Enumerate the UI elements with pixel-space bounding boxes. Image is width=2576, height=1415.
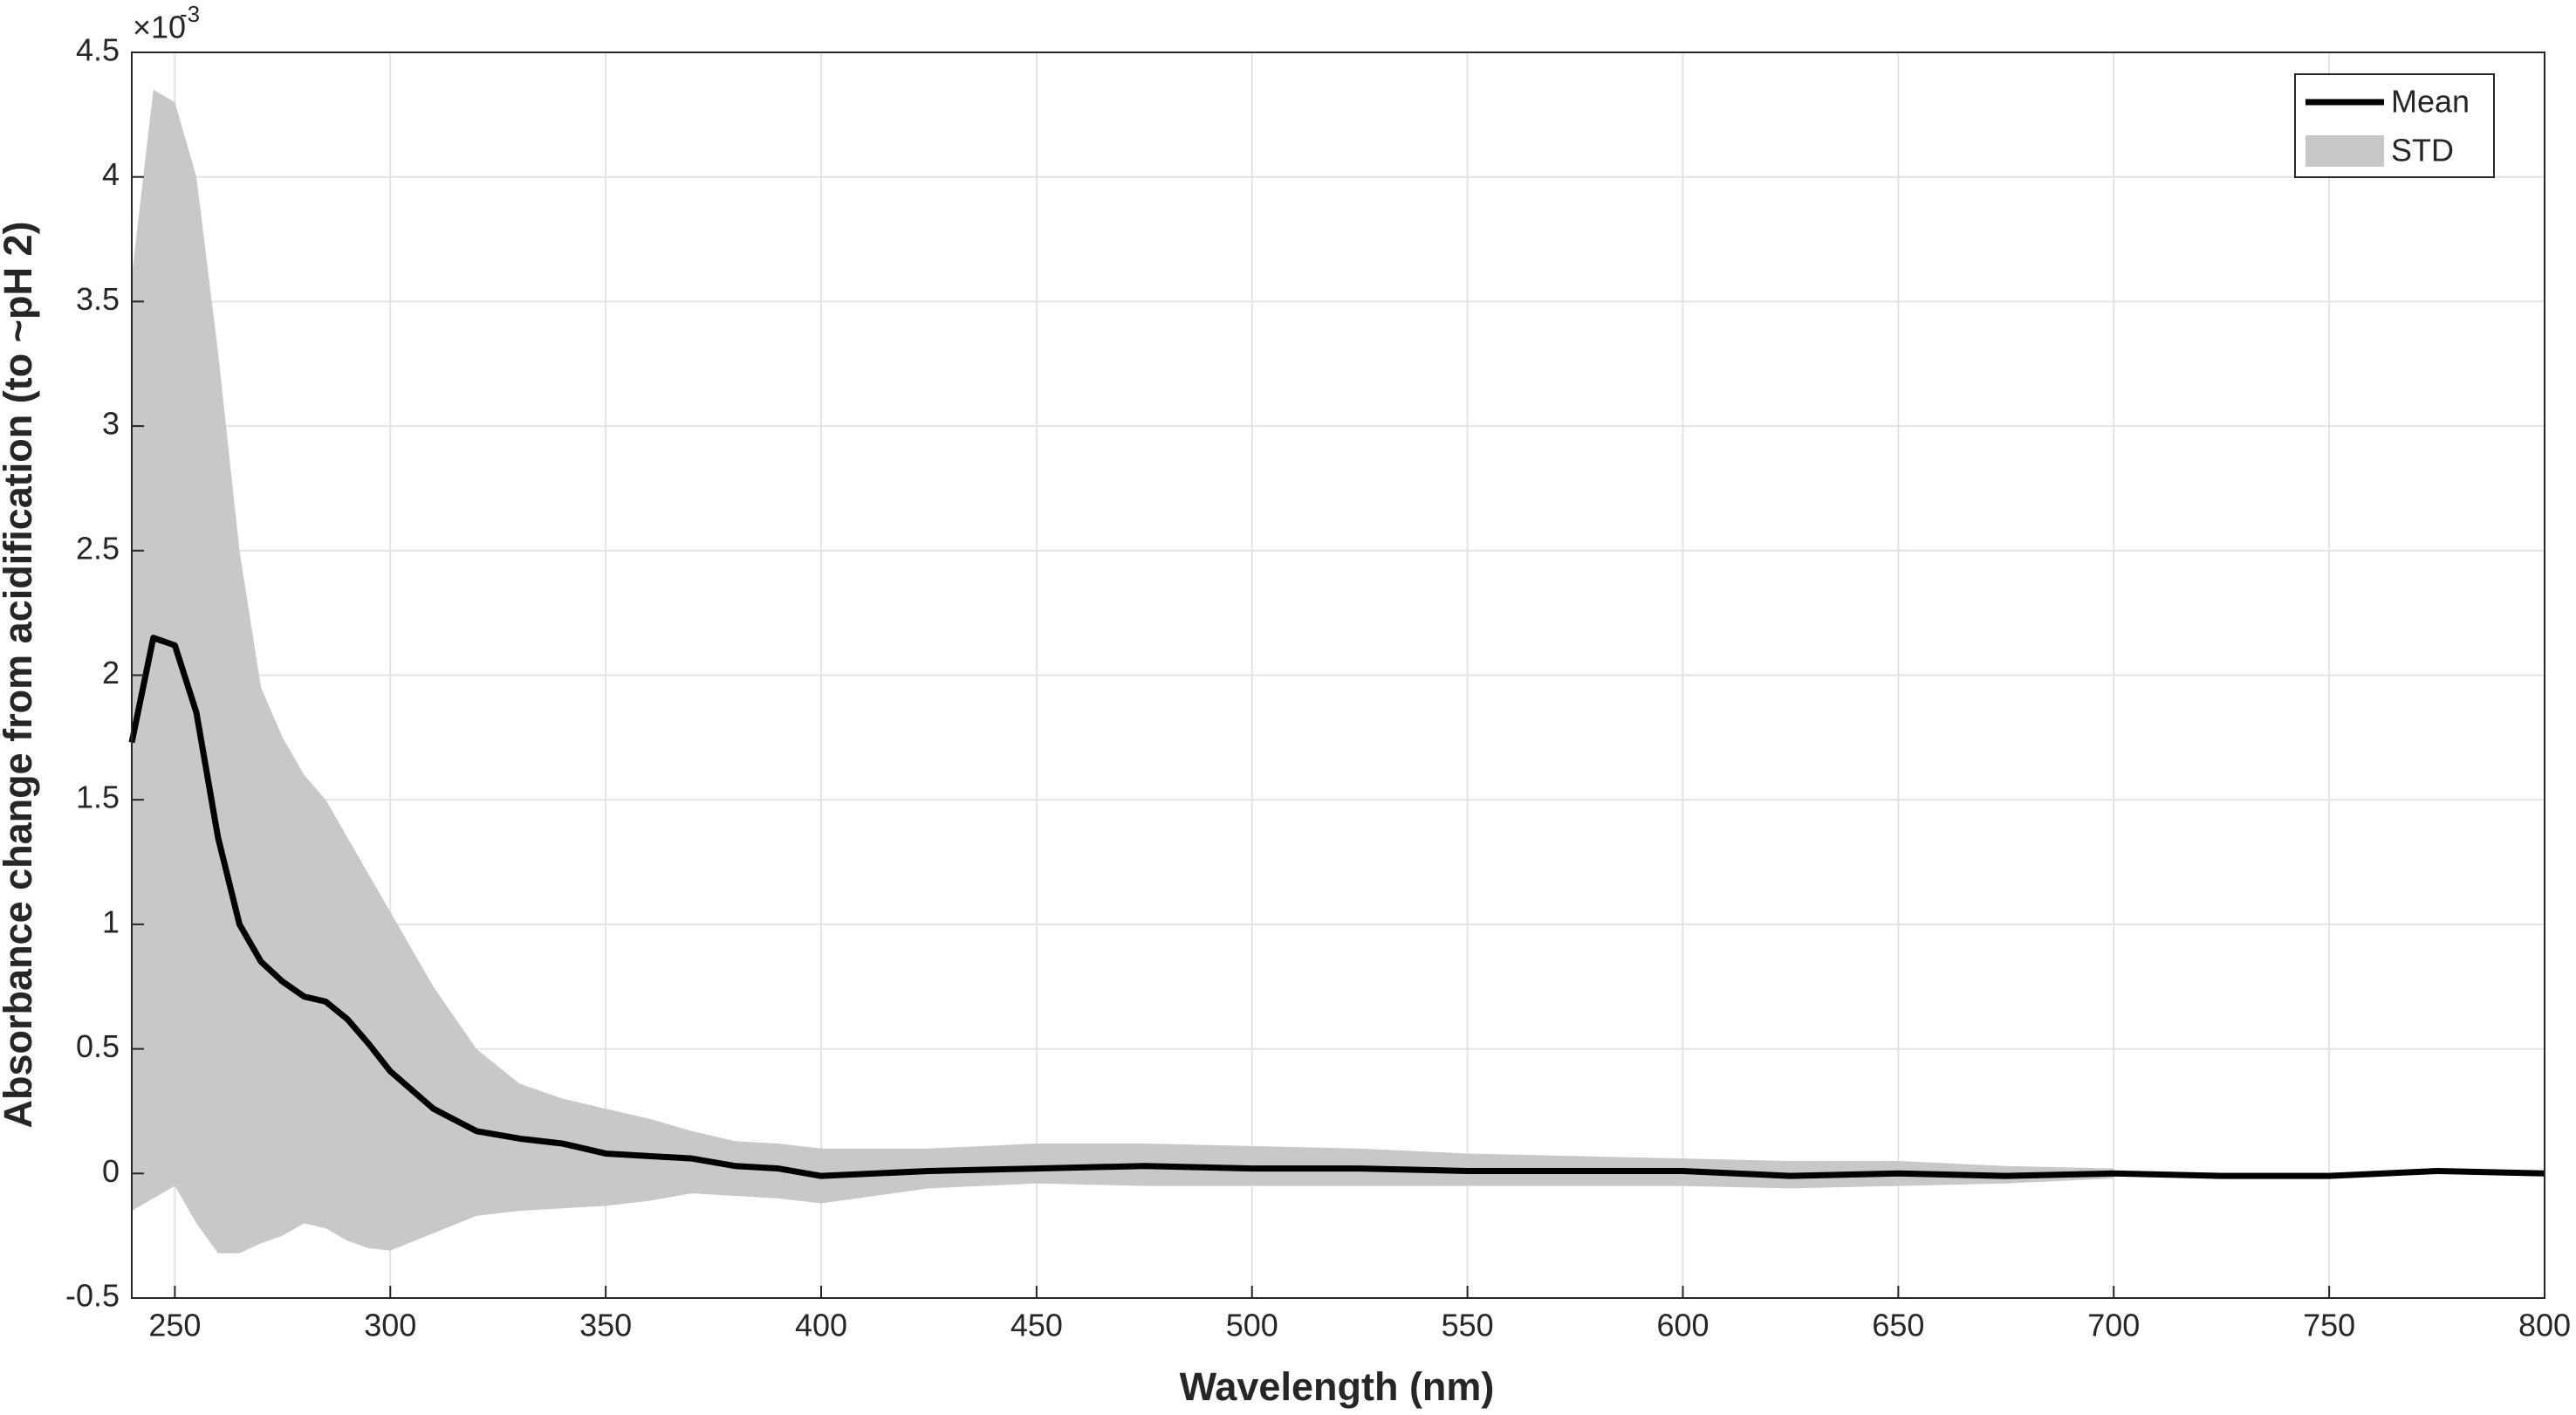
x-tick-label: 550 <box>1442 1308 1494 1343</box>
marks-layer <box>128 89 2545 1254</box>
x-tick-label: 700 <box>2087 1308 2140 1343</box>
y-tick-label: 0 <box>102 1153 120 1189</box>
x-tick-label: 500 <box>1226 1308 1278 1343</box>
x-tick-label: 400 <box>795 1308 847 1343</box>
legend-label: Mean <box>2391 84 2470 120</box>
x-tick-label: 600 <box>1656 1308 1709 1343</box>
y-tick-label: -0.5 <box>65 1278 120 1314</box>
legend-swatch <box>2305 135 2384 167</box>
x-tick-label: 800 <box>2518 1308 2571 1343</box>
y-tick-label: 3 <box>102 406 120 442</box>
y-tick-label: 2.5 <box>76 530 120 566</box>
std-band <box>132 89 2114 1254</box>
x-tick-label: 450 <box>1011 1308 1063 1343</box>
x-tick-label: 250 <box>148 1308 201 1343</box>
legend-label: STD <box>2391 133 2454 168</box>
y-tick-label: 4 <box>102 156 120 192</box>
x-tick-label: 350 <box>579 1308 632 1343</box>
mean-line <box>128 635 2545 1179</box>
x-tick-label: 750 <box>2303 1308 2355 1343</box>
y-tick-label: 4.5 <box>76 32 120 68</box>
y-tick-label: 3.5 <box>76 281 120 317</box>
y-tick-label: 1 <box>102 903 120 939</box>
x-tick-label: 650 <box>1872 1308 1924 1343</box>
y-multiplier-exponent: -3 <box>180 1 200 27</box>
y-multiplier: ×10 <box>133 10 186 45</box>
y-tick-label: 1.5 <box>76 780 120 815</box>
x-tick-label: 300 <box>364 1308 416 1343</box>
y-tick-label: 2 <box>102 655 120 690</box>
y-tick-label: 0.5 <box>76 1028 120 1064</box>
x-axis-label: Wavelength (nm) <box>1180 1364 1495 1409</box>
y-axis-label: Absorbance change from acidification (to… <box>0 222 40 1129</box>
legend: Mean STD <box>2294 73 2495 178</box>
